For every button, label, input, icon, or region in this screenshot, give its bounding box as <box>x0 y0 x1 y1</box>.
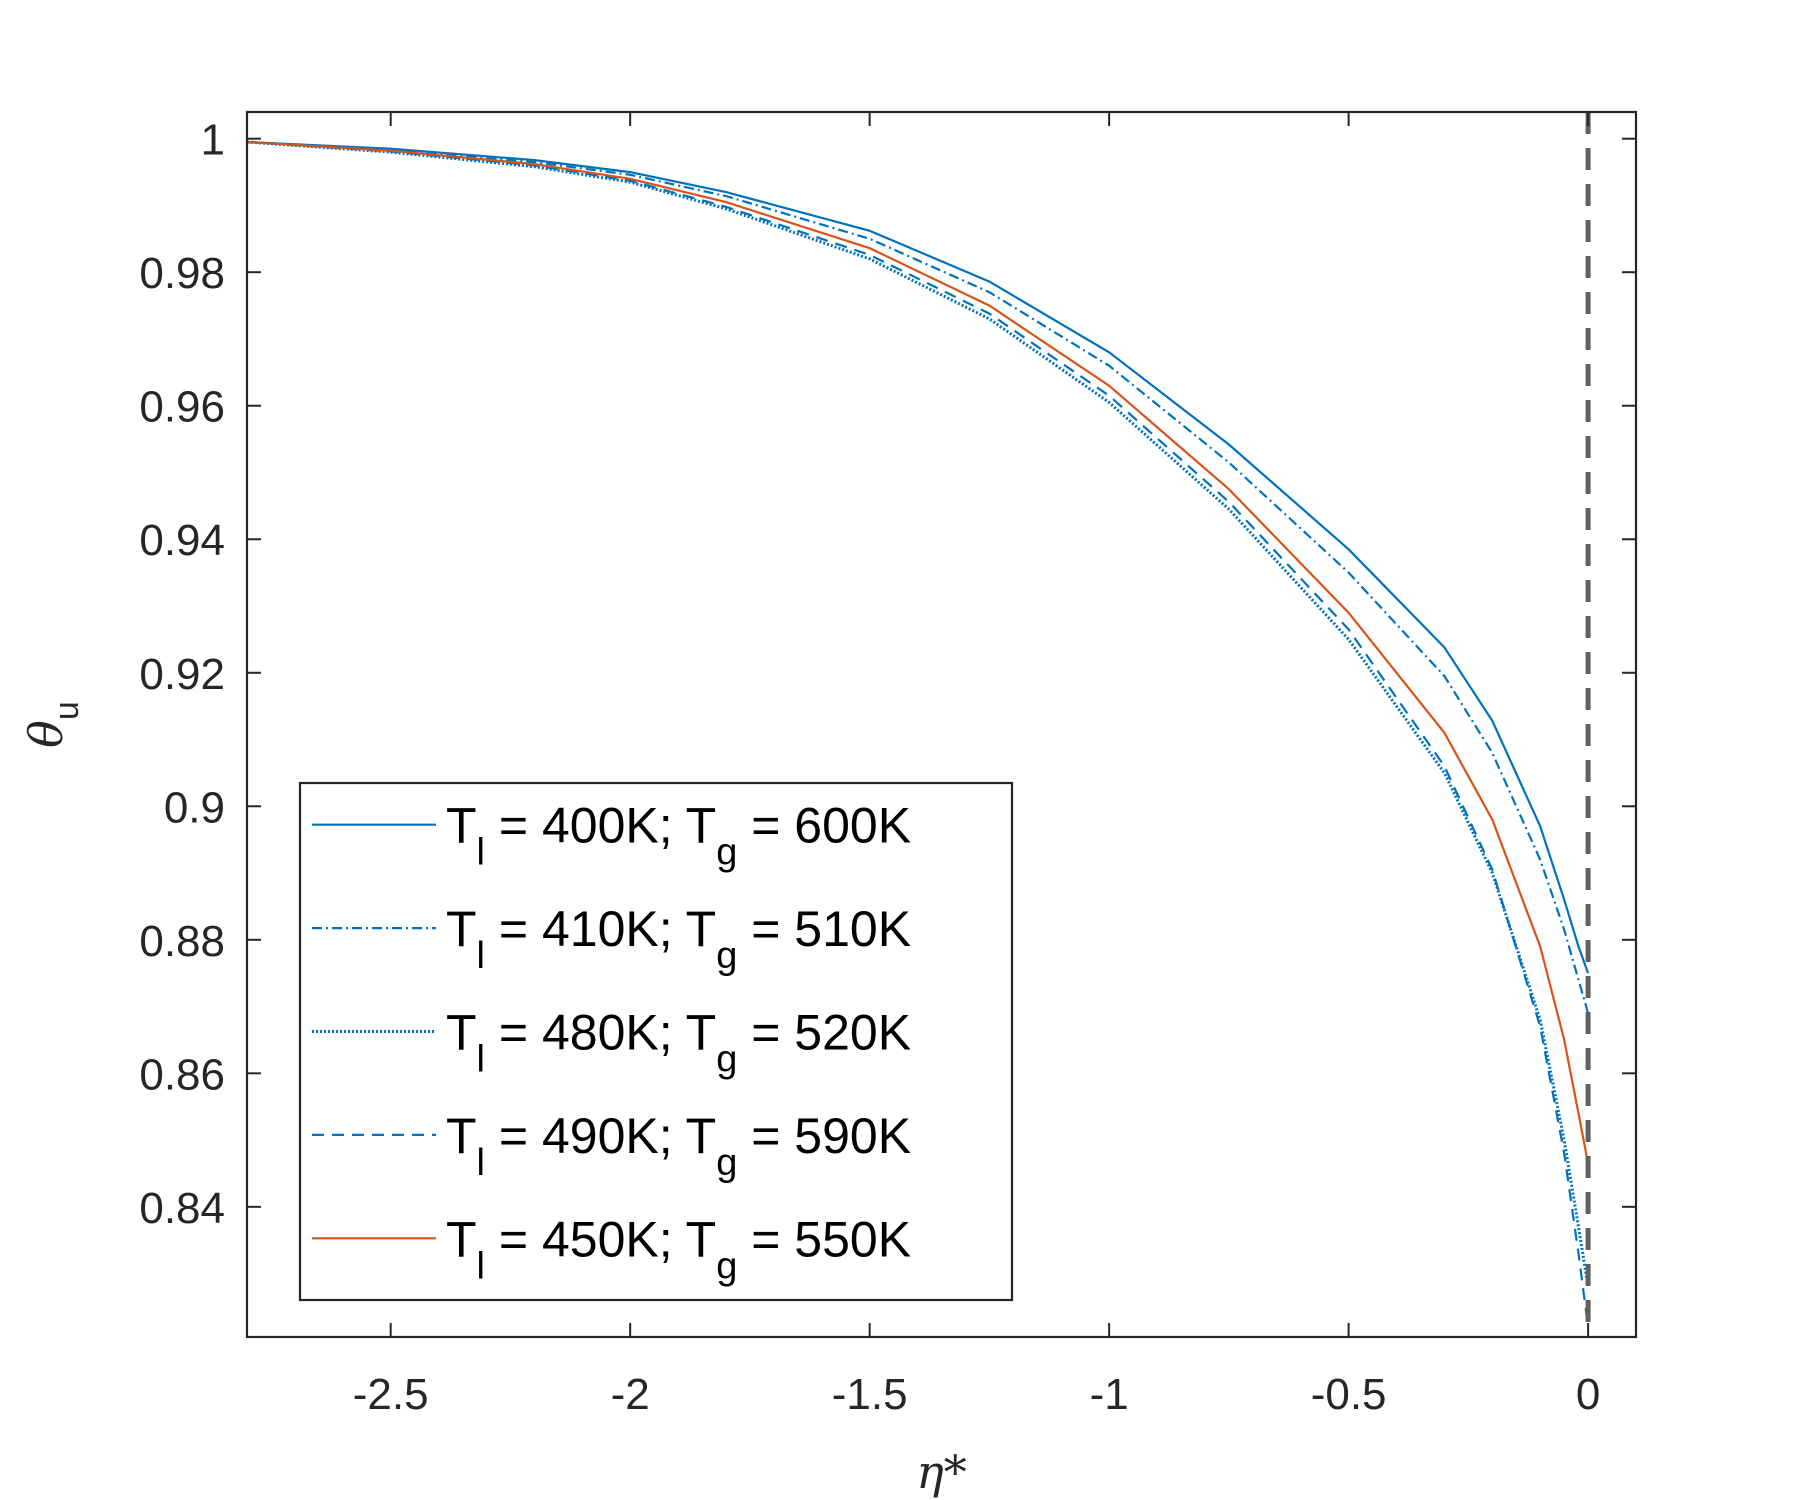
x-tick-label: -2.5 <box>353 1370 429 1419</box>
axes-box <box>245 110 1638 1339</box>
y-axis-label: θu <box>19 701 86 748</box>
legend-entry: Tl = 410K; Tg = 510K <box>312 901 911 977</box>
series-layer <box>247 140 1590 1328</box>
ticks-layer: -2.5 -2 -1.5 -1 -0.5 0 0.84 0.86 0.88 0.9 0.92 0.94… <box>139 112 1636 1419</box>
series-line-5 <box>247 140 1590 1164</box>
legend-label: Tl = 450K; Tg = 550K <box>446 1211 911 1287</box>
y-tick-label: 0.94 <box>139 516 225 565</box>
legend-label: Tl = 490K; Tg = 590K <box>446 1108 911 1184</box>
legend: Tl = 400K; Tg = 600K Tl = 410K; Tg = 510K… <box>298 781 1014 1302</box>
legend-label: Tl = 480K; Tg = 520K <box>446 1005 911 1081</box>
legend-entry: Tl = 400K; Tg = 600K <box>312 798 911 874</box>
y-tick-label: 0.98 <box>139 249 225 298</box>
y-tick-label: 0.9 <box>164 783 225 832</box>
legend-entry: Tl = 480K; Tg = 520K <box>312 1005 911 1081</box>
x-tick-label: -1.5 <box>832 1370 908 1419</box>
legend-box <box>298 781 1014 1302</box>
y-tick-label: 0.92 <box>139 650 225 699</box>
series-line-1 <box>247 140 1590 974</box>
series-line-3 <box>247 140 1590 1288</box>
y-axis-label-subscript: u <box>48 701 86 720</box>
y-axis-label-symbol: θ <box>19 720 73 748</box>
x-tick-label: 0 <box>1576 1370 1600 1419</box>
x-tick-label: -1 <box>1090 1370 1129 1419</box>
x-tick-label: -0.5 <box>1311 1370 1387 1419</box>
y-tick-label: 1 <box>201 116 225 165</box>
y-tick-label: 0.86 <box>139 1050 225 1099</box>
legend-entry: Tl = 450K; Tg = 550K <box>312 1211 911 1287</box>
axes-layer <box>245 110 1638 1339</box>
svg-text:θu: θu <box>19 701 86 748</box>
legend-entry: Tl = 490K; Tg = 590K <box>312 1108 911 1184</box>
x-axis-label: η* <box>916 1445 967 1499</box>
y-tick-label: 0.84 <box>139 1184 225 1233</box>
y-tick-label: 0.88 <box>139 917 225 966</box>
axis-labels: η* θu <box>19 701 967 1499</box>
y-tick-label: 0.96 <box>139 383 225 432</box>
series-line-2 <box>247 140 1590 1014</box>
legend-label: Tl = 400K; Tg = 600K <box>446 798 911 874</box>
legend-label: Tl = 410K; Tg = 510K <box>446 901 911 977</box>
x-tick-label: -2 <box>611 1370 650 1419</box>
